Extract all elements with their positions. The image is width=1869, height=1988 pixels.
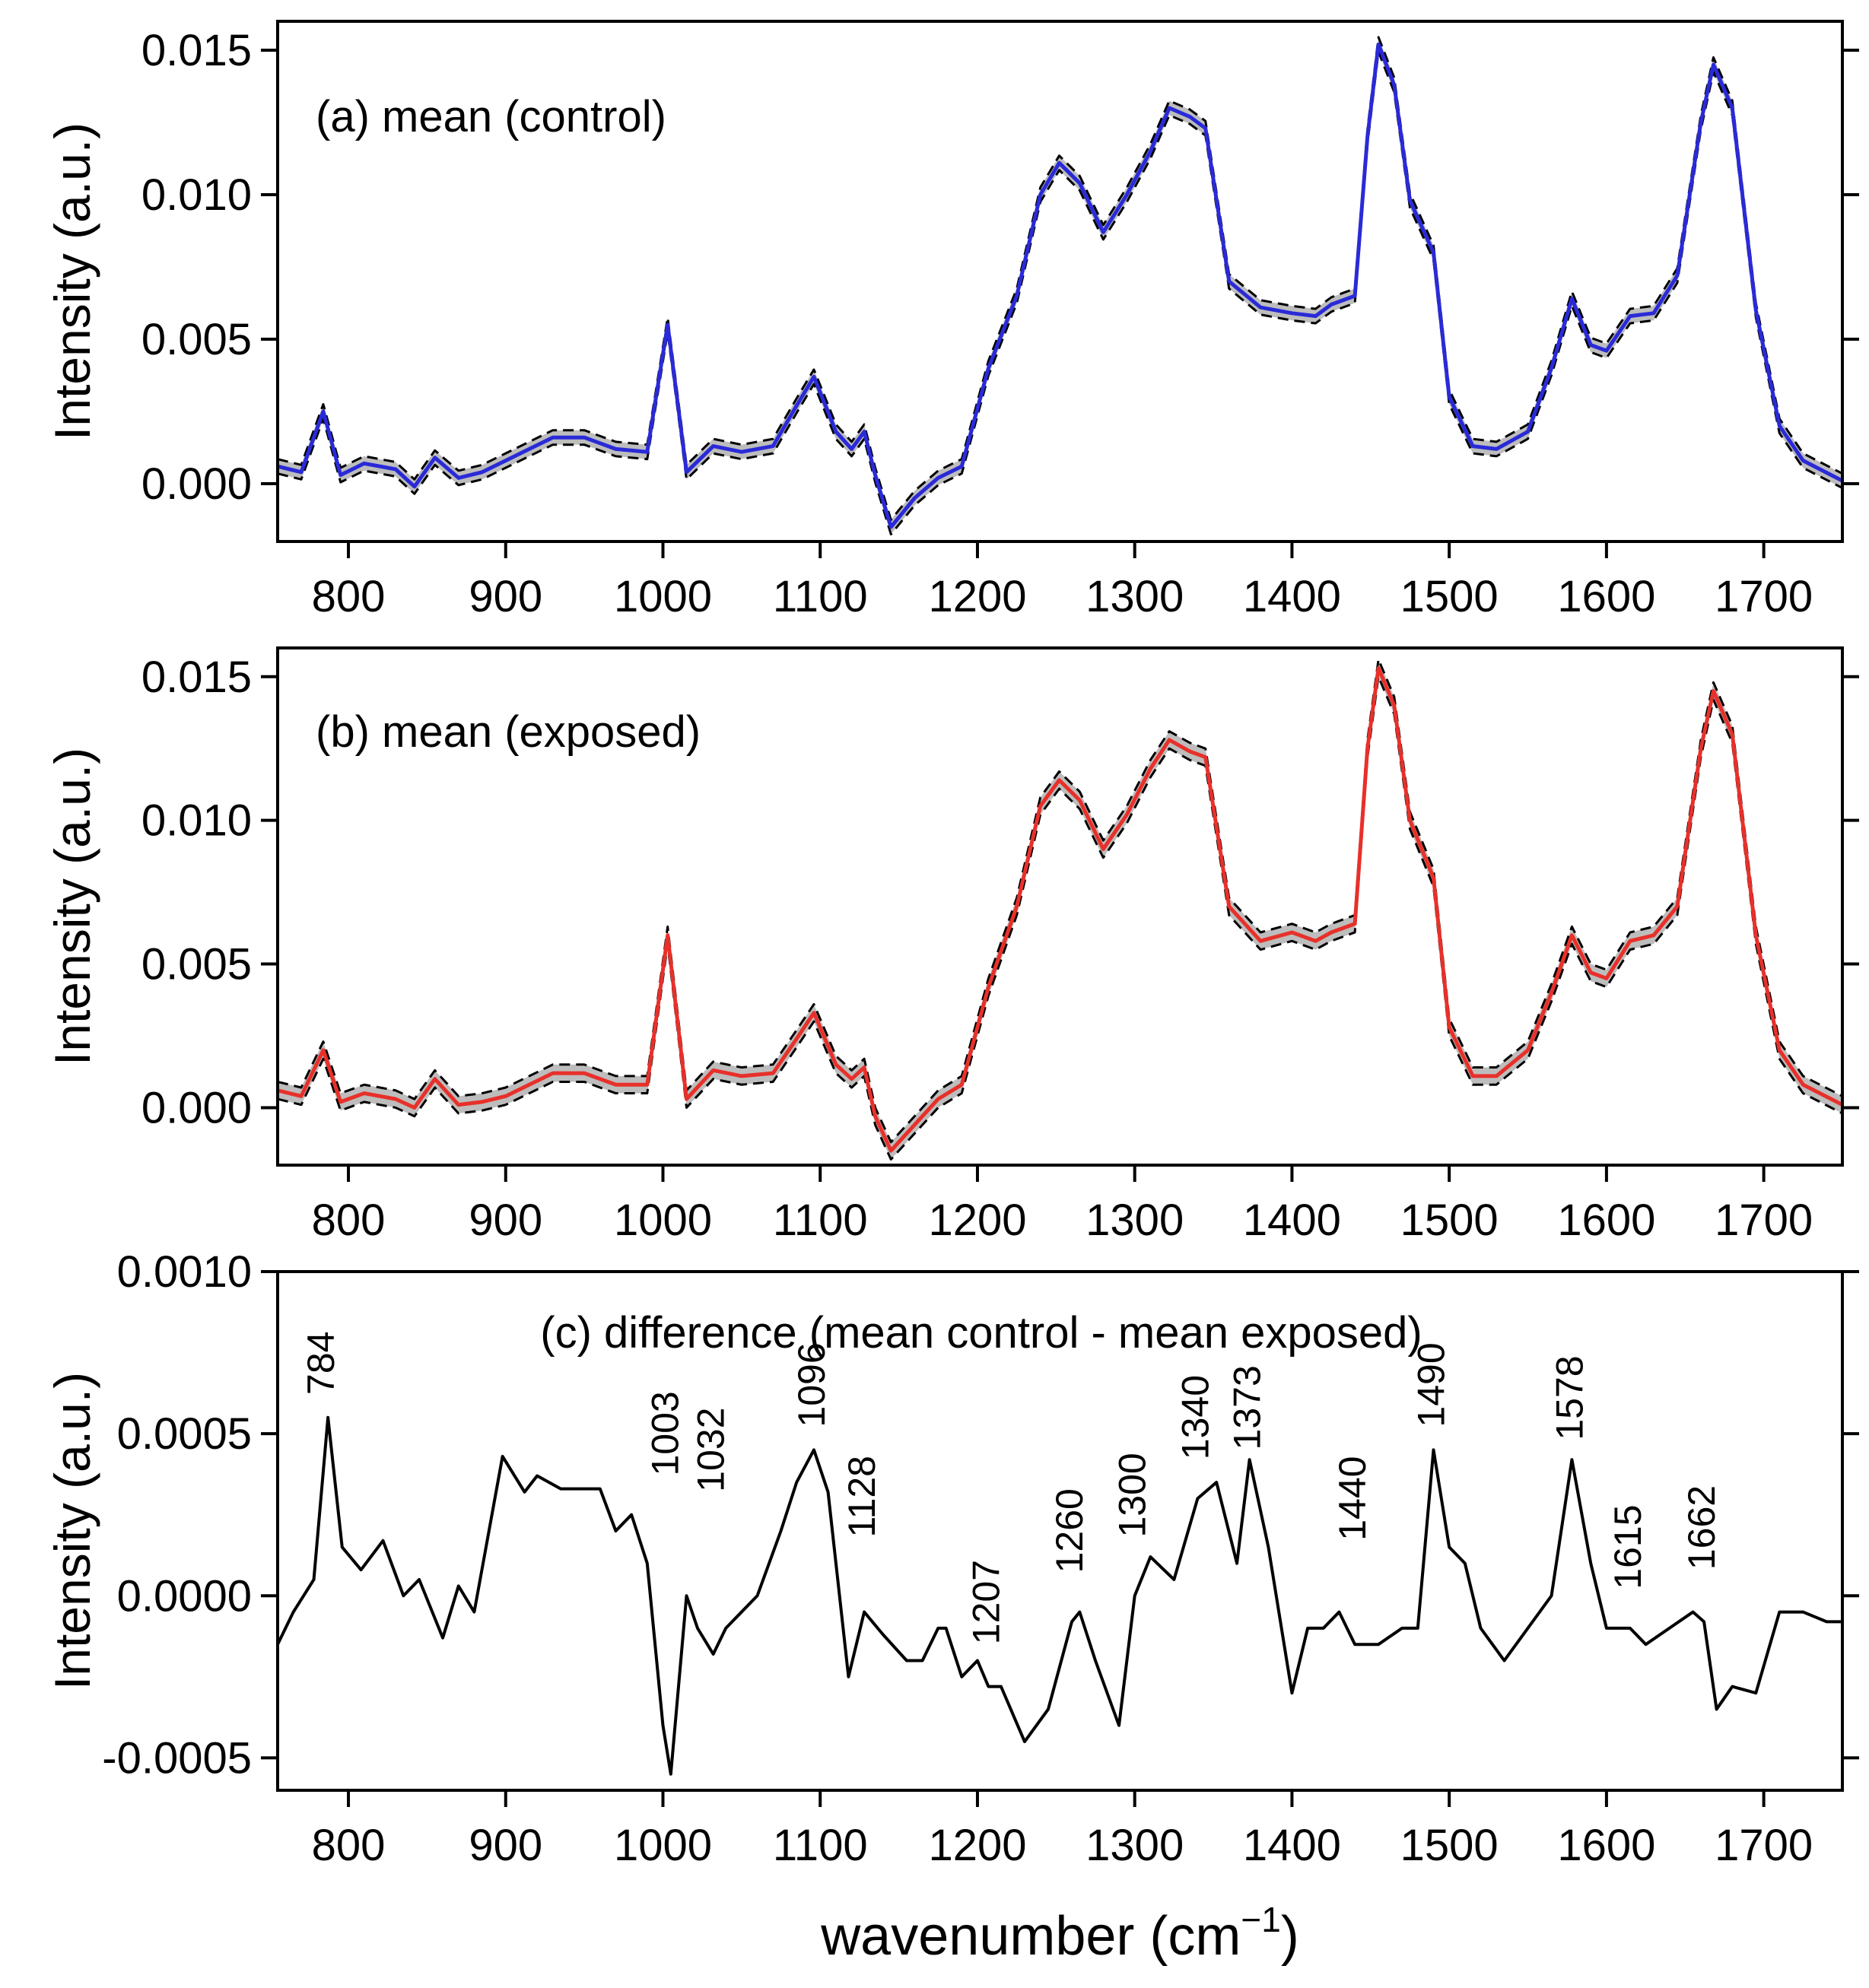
x-tick-label: 1400 <box>1243 1196 1341 1245</box>
x-tick-label: 1300 <box>1085 1821 1184 1870</box>
y-tick-label: 0.000 <box>141 459 252 509</box>
panel-a: 800 900 1000 1100 1200 1300 1400 1500 1600 1700 0.… <box>44 20 1859 621</box>
y-tick-label: 0.0010 <box>117 1247 252 1297</box>
series-line-b <box>278 665 1842 1153</box>
x-tick-label: 900 <box>469 1821 542 1870</box>
x-tick-label: 1300 <box>1085 1196 1184 1245</box>
x-tick-label: 1000 <box>614 572 712 621</box>
x-tick-label: 1700 <box>1715 572 1813 621</box>
x-tick-label: 1200 <box>928 1821 1026 1870</box>
peak-label: 1490 <box>1410 1342 1452 1427</box>
peak-label: 1207 <box>965 1560 1007 1644</box>
x-tick-label: 1200 <box>928 572 1026 621</box>
y-tick-label: -0.0005 <box>102 1733 252 1783</box>
panel-title: (c) difference (mean control - mean expo… <box>540 1308 1422 1358</box>
upper-bound-line <box>278 36 1842 521</box>
y-axis-label: Intensity (a.u.) <box>44 748 100 1065</box>
y-tick-label: 0.010 <box>141 796 252 846</box>
axes-frame <box>276 1270 1844 1792</box>
x-tick-label: 1500 <box>1400 1821 1499 1870</box>
y-tick-label: 0.015 <box>141 653 252 702</box>
lower-bound-line <box>278 675 1842 1161</box>
x-tick-label: 1700 <box>1715 1821 1813 1870</box>
x-axis-label-close: ) <box>1281 1906 1299 1967</box>
plot-area <box>278 658 1842 1161</box>
x-tick-label: 1600 <box>1557 1821 1655 1870</box>
y-tick-label: 0.010 <box>141 170 252 220</box>
x-tick-label: 1600 <box>1557 1196 1655 1245</box>
y-tick-label: 0.005 <box>141 315 252 364</box>
x-tick-label: 900 <box>469 1196 542 1245</box>
y-tick-label: 0.0000 <box>117 1571 252 1621</box>
panel-c: 800 900 1000 1100 1200 1300 1400 1500 1600 1700 -0… <box>44 1247 1859 1967</box>
peak-label: 1128 <box>841 1456 883 1538</box>
x-axis-label-main: wavenumber (cm <box>820 1906 1241 1967</box>
series-line-c <box>278 1415 1842 1776</box>
plot-area <box>278 1415 1842 1776</box>
x-tick-label: 1300 <box>1085 572 1184 621</box>
x-tick-label: 1000 <box>614 1196 712 1245</box>
peak-label: 1300 <box>1111 1453 1154 1537</box>
peak-label: 1032 <box>690 1408 733 1492</box>
upper-bound-line <box>278 658 1842 1144</box>
y-tick-label: 0.015 <box>141 26 252 75</box>
panel-title: (b) mean (exposed) <box>316 707 701 757</box>
y-axis-label: Intensity (a.u.) <box>44 122 100 440</box>
peak-label: 1260 <box>1048 1488 1091 1573</box>
peak-label: 1662 <box>1680 1485 1723 1570</box>
panel-title: (a) mean (control) <box>316 92 666 141</box>
x-tick-label: 1500 <box>1400 1196 1499 1245</box>
x-tick-label: 800 <box>312 572 386 621</box>
x-axis-label-sup: −1 <box>1241 1900 1280 1939</box>
x-tick-label: 900 <box>469 572 542 621</box>
plot-area <box>278 36 1842 535</box>
x-tick-label: 1100 <box>773 1196 868 1245</box>
x-tick-label: 800 <box>312 1821 386 1870</box>
x-tick-label: 1700 <box>1715 1196 1813 1245</box>
peak-label: 784 <box>300 1332 342 1395</box>
x-tick-label: 800 <box>312 1196 386 1245</box>
x-tick-label: 1400 <box>1243 572 1341 621</box>
x-tick-label: 1100 <box>773 572 868 621</box>
x-tick-label: 1200 <box>928 1196 1026 1245</box>
y-tick-label: 0.0005 <box>117 1409 252 1459</box>
x-axis-label: wavenumber (cm−1) <box>820 1900 1299 1967</box>
series-line-a <box>278 42 1842 529</box>
x-tick-label: 1600 <box>1557 572 1655 621</box>
y-tick-label: 0.005 <box>141 940 252 989</box>
x-tick-label: 1000 <box>614 1821 712 1870</box>
x-tick-label: 1400 <box>1243 1821 1341 1870</box>
y-axis-label: Intensity (a.u.) <box>44 1372 100 1690</box>
panel-b: 800 900 1000 1100 1200 1300 1400 1500 1600 1700 0.… <box>44 646 1859 1245</box>
x-tick-label: 1100 <box>773 1821 868 1870</box>
peak-label: 1340 <box>1174 1375 1216 1459</box>
peak-label: 1373 <box>1226 1365 1269 1450</box>
axes-frame <box>276 20 1844 543</box>
peak-label: 1578 <box>1548 1355 1591 1440</box>
peak-label: 1440 <box>1331 1456 1374 1541</box>
peak-label: 1096 <box>790 1342 833 1427</box>
peak-label: 1003 <box>644 1391 687 1475</box>
axes-frame <box>276 646 1844 1167</box>
lower-bound-line <box>278 50 1842 535</box>
peak-label: 1615 <box>1607 1504 1649 1589</box>
x-tick-label: 1500 <box>1400 572 1499 621</box>
y-tick-label: 0.000 <box>141 1083 252 1132</box>
